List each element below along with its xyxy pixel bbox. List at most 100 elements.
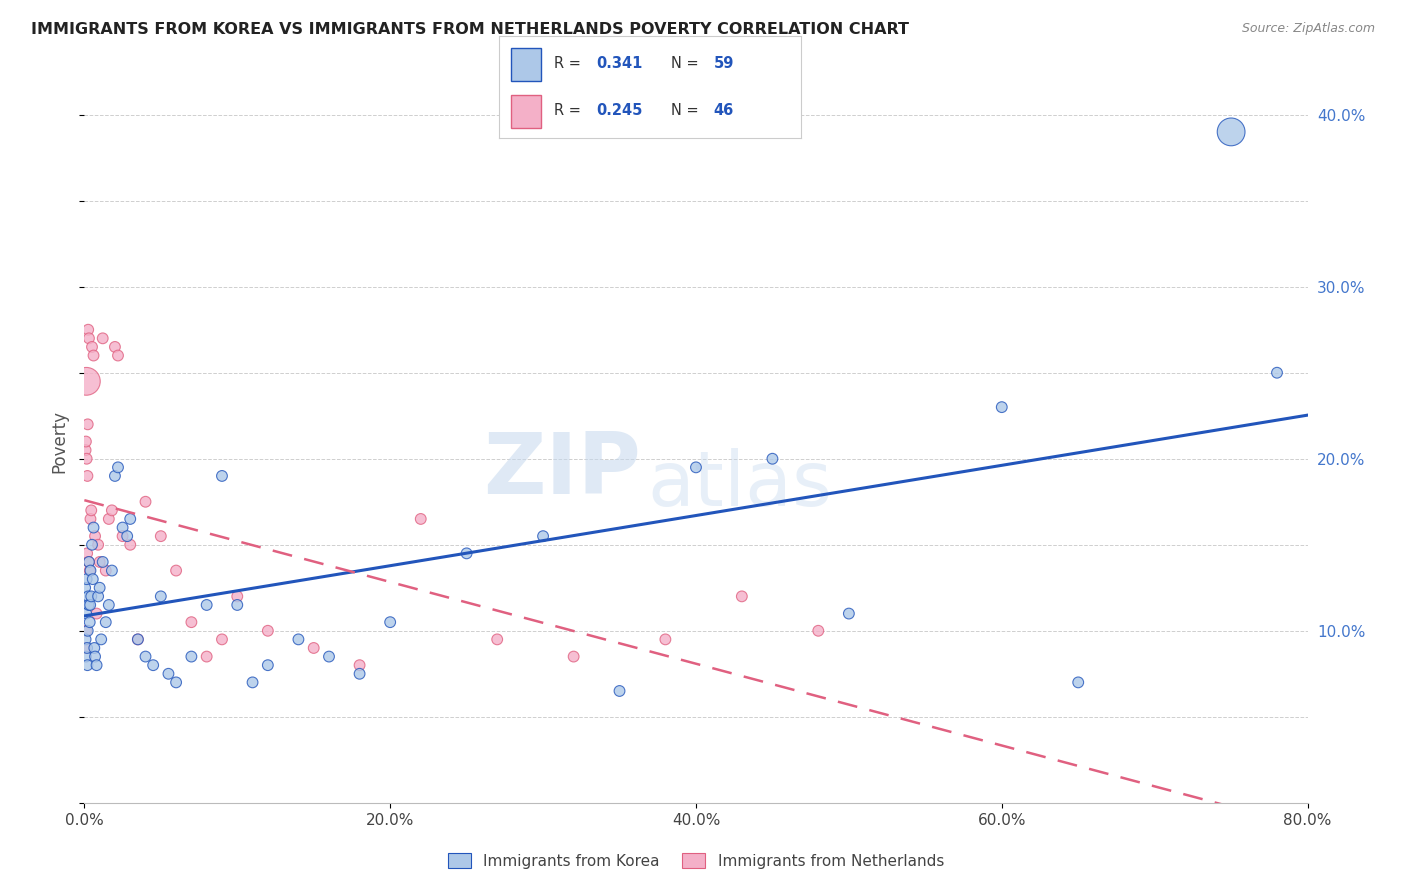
Point (83, 640, 105, 655)
Point (84, 649, 107, 664)
Point (77, 331, 100, 345)
Point (1067, 675, 1090, 690)
Point (115, 529, 138, 543)
Point (80, 340, 103, 354)
Point (86, 607, 108, 621)
Point (79, 564, 101, 578)
Point (349, 666, 371, 681)
Point (75, 443, 97, 458)
Point (195, 598, 218, 612)
Point (76, 546, 98, 560)
FancyBboxPatch shape (512, 48, 541, 81)
Point (80, 590, 103, 604)
Point (761, 451, 783, 466)
Point (135, 494, 157, 508)
Point (165, 564, 187, 578)
Point (87, 538, 110, 552)
Point (76, 572, 98, 586)
Point (76, 451, 98, 466)
Text: N =: N = (672, 56, 703, 70)
Point (101, 503, 124, 517)
Point (104, 469, 127, 483)
Point (83, 349, 105, 363)
Point (807, 624, 830, 638)
Text: 46: 46 (714, 103, 734, 118)
Point (120, 512, 142, 526)
Point (409, 512, 432, 526)
Text: 0.341: 0.341 (596, 56, 643, 70)
Text: atlas: atlas (647, 448, 832, 522)
Point (1265, 366, 1288, 380)
Point (77, 598, 100, 612)
Point (79, 615, 101, 630)
Point (157, 666, 180, 681)
Point (107, 349, 129, 363)
Point (76, 469, 98, 483)
Point (77, 590, 100, 604)
Point (211, 632, 233, 647)
Point (91, 555, 114, 569)
Point (257, 658, 280, 673)
Point (79, 564, 101, 578)
Text: Source: ZipAtlas.com: Source: ZipAtlas.com (1241, 22, 1375, 36)
Point (80, 503, 103, 517)
Point (226, 590, 249, 604)
Point (149, 529, 172, 543)
Point (75, 581, 97, 595)
Point (87, 590, 110, 604)
Point (86, 658, 108, 673)
Point (120, 538, 142, 552)
Text: R =: R = (554, 56, 585, 70)
Point (89, 581, 111, 595)
Point (77, 555, 100, 569)
Point (838, 607, 860, 621)
Text: ZIP: ZIP (484, 429, 641, 512)
Y-axis label: Poverty: Poverty (51, 410, 69, 473)
Point (486, 632, 509, 647)
Point (80, 538, 103, 552)
Point (94, 615, 117, 630)
Point (242, 675, 264, 690)
Point (991, 400, 1014, 414)
Point (195, 649, 218, 664)
Point (349, 658, 371, 673)
Point (318, 649, 340, 664)
Point (654, 632, 676, 647)
Point (82, 572, 104, 586)
Point (142, 658, 165, 673)
Point (89, 555, 111, 569)
Point (77, 323, 100, 337)
Point (91, 331, 114, 345)
Point (76, 658, 98, 673)
Point (127, 632, 149, 647)
Point (135, 649, 157, 664)
Point (149, 590, 172, 604)
Point (165, 675, 187, 690)
Text: R =: R = (554, 103, 585, 118)
Text: N =: N = (672, 103, 703, 118)
Point (287, 632, 309, 647)
Text: 59: 59 (714, 56, 734, 70)
Point (104, 340, 127, 354)
Point (76, 640, 98, 655)
Point (302, 640, 325, 655)
Point (731, 590, 754, 604)
Point (75, 375, 97, 389)
Point (531, 529, 554, 543)
Point (101, 564, 124, 578)
Point (76, 624, 98, 638)
Point (83, 520, 105, 534)
Point (75, 624, 97, 638)
Point (456, 546, 478, 560)
Point (79, 598, 101, 612)
Point (75, 649, 97, 664)
Point (609, 684, 631, 698)
Point (97, 512, 120, 526)
Point (84, 529, 107, 543)
FancyBboxPatch shape (512, 95, 541, 128)
Point (380, 615, 402, 630)
Point (127, 632, 149, 647)
Text: 0.245: 0.245 (596, 103, 643, 118)
Point (97, 598, 120, 612)
Point (77, 555, 100, 569)
